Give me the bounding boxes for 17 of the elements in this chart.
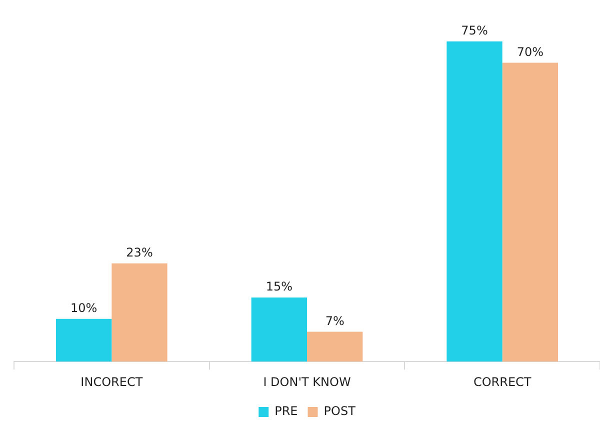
bar (112, 263, 168, 362)
data-label: 23% (126, 246, 153, 260)
data-label: 10% (70, 301, 98, 316)
legend-label: PRE (274, 404, 298, 418)
data-label: 75% (461, 23, 488, 38)
data-label: 70% (516, 44, 544, 59)
bar (307, 332, 363, 362)
x-tick-label: INCORECT (80, 374, 144, 389)
bar (502, 62, 558, 362)
x-tick-label: CORRECT (473, 374, 532, 389)
bar (251, 298, 307, 362)
bar (56, 318, 112, 362)
bar (446, 41, 502, 362)
legend-label: POST (324, 404, 356, 418)
x-tick-label: I DON'T KNOW (263, 374, 351, 389)
data-label: 7% (325, 314, 344, 328)
data-label: 15% (266, 280, 292, 294)
